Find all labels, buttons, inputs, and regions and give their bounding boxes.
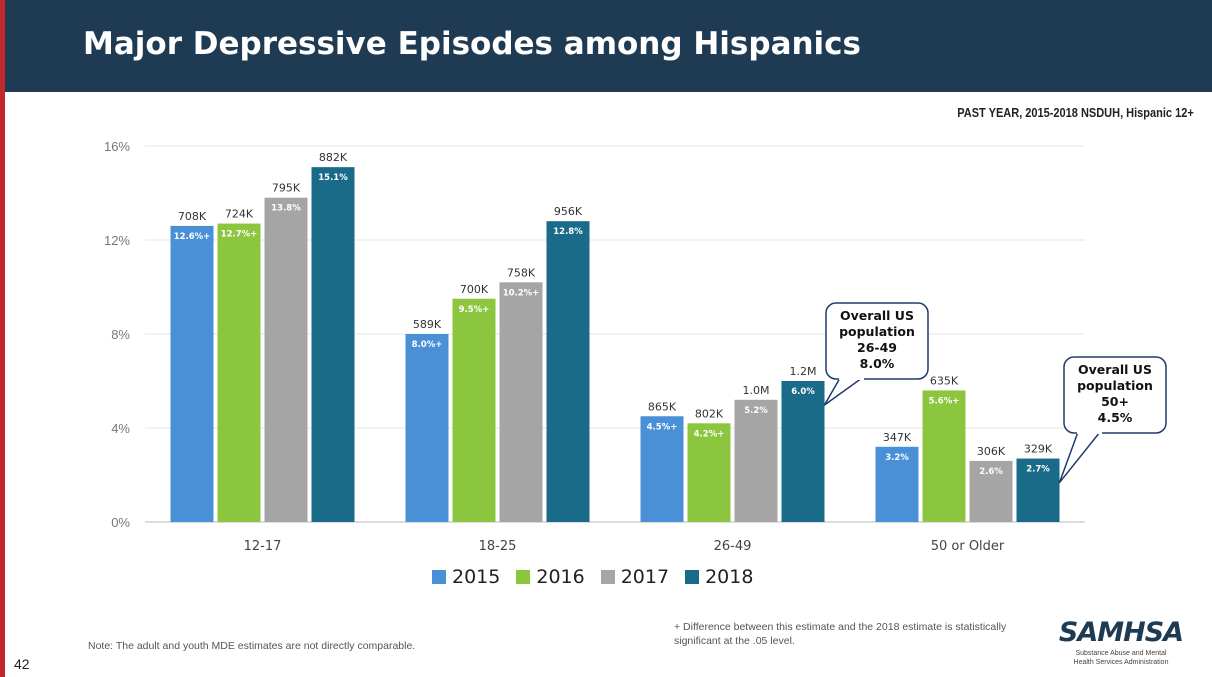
bar-count-label: 589K: [413, 318, 442, 331]
callout-text-line: Overall US: [840, 308, 914, 323]
legend-item-2016: 2016: [516, 566, 585, 588]
bar-value-label: 13.8%: [271, 204, 301, 214]
bar-value-label: 9.5%+: [459, 305, 490, 315]
bar: [452, 298, 496, 522]
bar-count-label: 724K: [225, 208, 254, 221]
x-category-label: 26-49: [714, 539, 752, 554]
bar-value-label: 2.6%: [979, 467, 1003, 477]
bar-count-label: 700K: [460, 283, 489, 296]
callout-box: [1063, 356, 1167, 434]
legend-label-2015: 2015: [452, 566, 501, 588]
callout-text-line: 26-49: [857, 340, 897, 355]
callout-join: [1077, 430, 1102, 434]
legend-item-2017: 2017: [600, 566, 670, 588]
left-accent-bar: [0, 0, 5, 677]
callout-box: [825, 302, 929, 380]
comparability-note: Note: The adult and youth MDE estimates …: [88, 640, 416, 652]
bar-value-label: 10.2%+: [503, 288, 540, 298]
callout-text-line: 8.0%: [860, 356, 895, 371]
x-category-label: 50 or Older: [931, 539, 1005, 554]
bar-count-label: 329K: [1024, 443, 1053, 456]
bar-count-label: 758K: [507, 266, 536, 279]
legend-swatch-2016: [516, 570, 531, 584]
legend-label-2016: 2016: [536, 566, 585, 588]
bar-count-label: 635K: [930, 374, 959, 387]
y-tick-label: 4%: [111, 421, 130, 436]
callout-join: [839, 376, 864, 380]
legend-swatch-2018: [685, 570, 700, 584]
bar: [640, 416, 684, 522]
bar-value-label: 4.5%+: [647, 422, 678, 432]
bar: [546, 221, 590, 522]
bar: [499, 282, 543, 522]
significance-note: + Difference between this estimate and t…: [674, 621, 1007, 647]
bar-count-label: 802K: [695, 407, 724, 420]
bar-count-label: 882K: [319, 151, 348, 164]
legend-swatch-2015: [432, 570, 446, 584]
bar: [264, 197, 308, 522]
bar: [217, 223, 261, 523]
bar: [734, 399, 778, 522]
bar-value-label: 12.6%+: [174, 232, 211, 242]
bar-value-label: 15.1%: [318, 173, 348, 183]
bar-count-label: 956K: [554, 205, 583, 218]
bar-value-label: 5.2%: [744, 406, 768, 416]
bar: [311, 167, 355, 522]
y-tick-label: 0%: [111, 515, 130, 530]
bar: [170, 225, 214, 522]
y-tick-label: 16%: [104, 139, 130, 154]
bar: [922, 390, 966, 522]
bar-count-label: 865K: [648, 400, 677, 413]
callout-text-line: 50+: [1101, 394, 1129, 409]
bar: [405, 334, 449, 522]
bar: [1016, 458, 1060, 522]
bar-count-label: 347K: [883, 431, 912, 444]
callout-pointer: [1058, 431, 1101, 484]
bar-value-label: 8.0%+: [412, 340, 443, 350]
bar-count-label: 795K: [272, 182, 301, 195]
x-category-label: 18-25: [479, 539, 517, 554]
chart-subtitle: PAST YEAR, 2015-2018 NSDUH, Hispanic 12+: [957, 106, 1195, 120]
legend-swatch-2017: [600, 570, 615, 584]
y-tick-label: 8%: [111, 327, 130, 342]
bar-value-label: 12.8%: [553, 227, 583, 237]
bar-count-label: 708K: [178, 210, 207, 223]
bar: [969, 460, 1013, 522]
legend-label-2017: 2017: [620, 566, 670, 588]
bar-value-label: 6.0%: [791, 387, 815, 397]
x-category-label: 12-17: [244, 539, 282, 554]
bar-value-label: 3.2%: [885, 453, 909, 463]
logo-wordmark: SAMHSA: [1058, 617, 1184, 648]
bar-count-label: 1.2M: [790, 365, 817, 378]
bar-value-label: 5.6%+: [929, 396, 960, 406]
callout-text-line: population: [1077, 378, 1153, 393]
bar-value-label: 4.2%+: [694, 429, 725, 439]
callout-text-line: Overall US: [1078, 362, 1152, 377]
samhsa-logo: SAMHSA Substance Abuse and Mental Health…: [1046, 618, 1196, 667]
y-tick-label: 12%: [104, 233, 130, 248]
bar-count-label: 1.0M: [743, 384, 770, 397]
legend-item-2015: 2015: [432, 566, 500, 588]
bar-chart: 0% 4% 8% 12% 16% 12.6%+ 708K 12.7%+ 724K 13.8% 795…: [104, 139, 1167, 554]
callout-text-line: population: [839, 324, 915, 339]
bar: [687, 423, 731, 522]
callout-pointer: [823, 377, 863, 406]
bar-value-label: 12.7%+: [221, 230, 258, 240]
page-title: Major Depressive Episodes among Hispanic…: [83, 26, 862, 62]
legend-item-2018: 2018: [685, 566, 753, 588]
header-bar: Major Depressive Episodes among Hispanic…: [5, 0, 1212, 92]
bar: [781, 381, 825, 522]
page-number: 42: [14, 656, 30, 672]
bar-count-label: 306K: [977, 445, 1006, 458]
callout-text-line: 4.5%: [1098, 410, 1133, 425]
chart-legend: 2015 2016 2017 2018: [432, 566, 753, 588]
logo-subtitle: Substance Abuse and Mental Health Servic…: [1073, 650, 1169, 666]
legend-label-2018: 2018: [705, 566, 754, 588]
bar-value-label: 2.7%: [1026, 465, 1050, 475]
bar: [875, 446, 919, 522]
